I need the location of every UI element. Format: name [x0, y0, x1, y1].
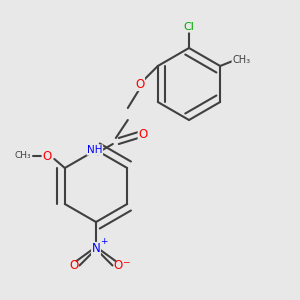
- Text: −: −: [122, 257, 129, 266]
- Text: O: O: [138, 128, 147, 142]
- Text: +: +: [100, 237, 107, 246]
- Text: O: O: [135, 77, 144, 91]
- Text: N: N: [92, 242, 100, 256]
- Text: CH₃: CH₃: [14, 152, 31, 160]
- Text: Cl: Cl: [184, 22, 194, 32]
- Text: O: O: [114, 259, 123, 272]
- Text: NH: NH: [87, 145, 103, 155]
- Text: O: O: [42, 149, 51, 163]
- Text: CH₃: CH₃: [232, 55, 250, 65]
- Text: O: O: [69, 259, 78, 272]
